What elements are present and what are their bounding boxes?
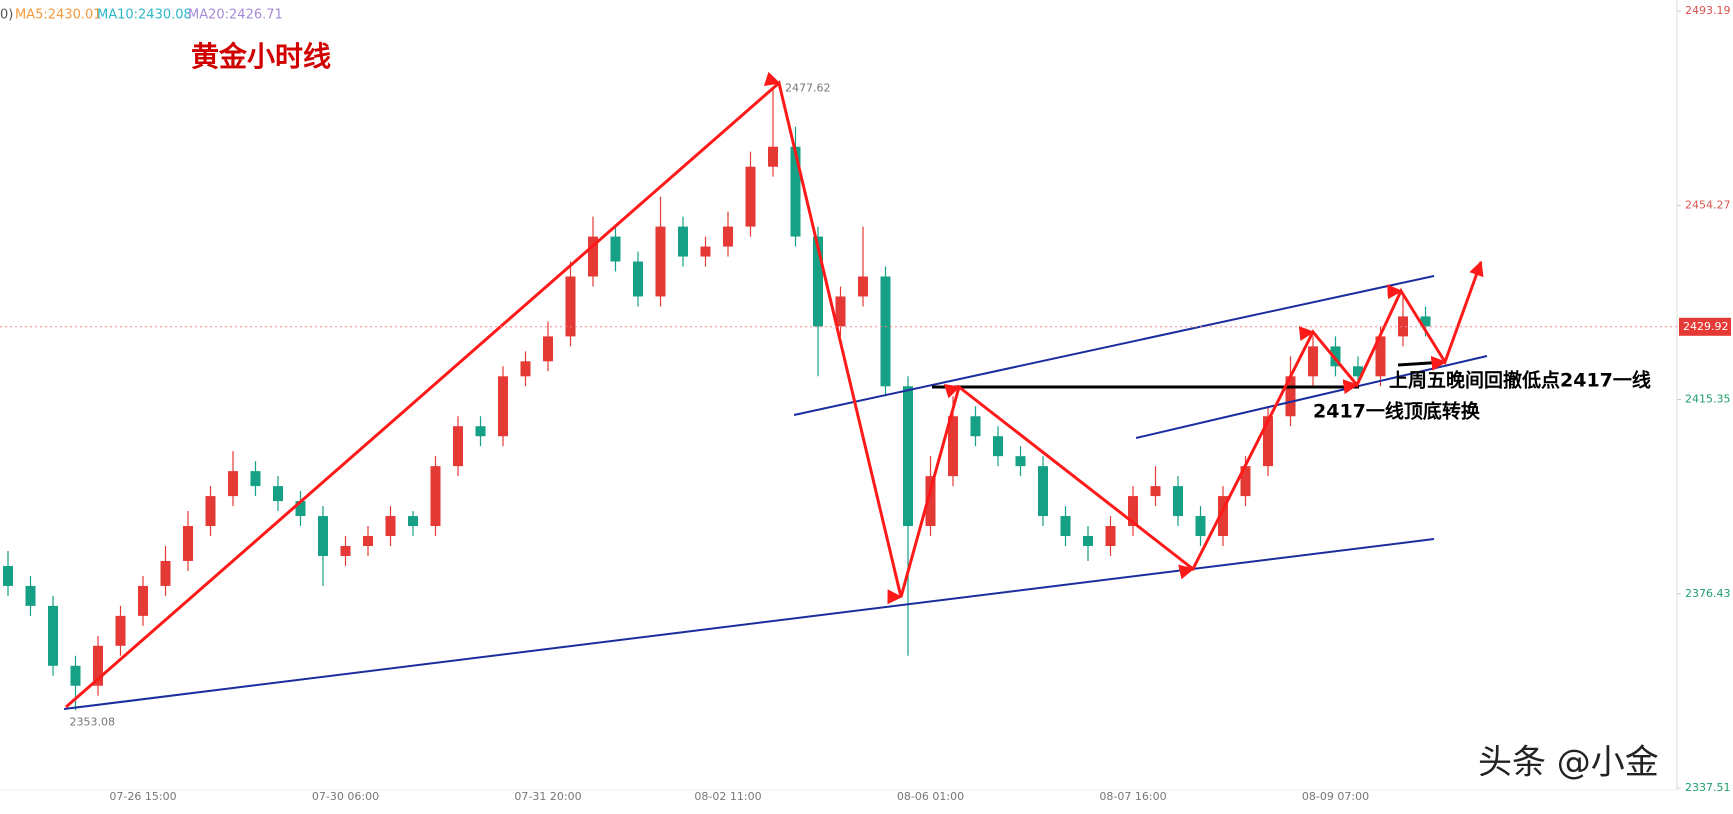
candle-body (250, 471, 261, 487)
y-tick-label: 2376.43 (1685, 587, 1731, 600)
x-tick-label: 07-31 20:00 (514, 790, 581, 803)
x-tick-label: 08-06 01:00 (897, 790, 964, 803)
candle-body (1173, 486, 1183, 517)
candle-body (93, 645, 103, 686)
ma-legend: MA5:2430.01 (15, 8, 102, 23)
y-tick-label: 2454.27 (1685, 198, 1731, 211)
y-tick-label: 2415.35 (1685, 393, 1731, 406)
candle-body (70, 665, 81, 686)
annotation: 上周五晚间回撤低点2417一线 (1389, 369, 1651, 392)
candle-body (520, 361, 531, 377)
candle-body (1308, 346, 1318, 377)
candle-body (1195, 516, 1206, 537)
candle-body (183, 526, 193, 561)
candle-body (25, 585, 36, 606)
candle-body (1015, 456, 1026, 467)
candle-body (993, 436, 1003, 457)
candle-body (295, 501, 306, 517)
ma-legend: MA20:2426.71 (188, 8, 283, 23)
wave-path (65, 71, 1484, 709)
candle-body (48, 605, 58, 666)
candle-body (408, 516, 418, 527)
x-tick-label: 07-30 06:00 (312, 790, 379, 803)
last-price-box (1679, 317, 1731, 336)
candle-body (588, 236, 598, 277)
candle-body (565, 276, 576, 337)
x-tick-label: 08-02 11:00 (694, 790, 761, 803)
candle-body (318, 516, 328, 556)
candle-body (160, 560, 171, 586)
candle-body (3, 565, 13, 586)
candle-body (498, 376, 508, 437)
candle-body (970, 416, 981, 437)
candle-body (903, 386, 913, 527)
candle-body (385, 516, 396, 537)
candle-body (745, 166, 756, 227)
candle-body (610, 236, 621, 262)
candle-body (115, 615, 126, 646)
candle-body (475, 426, 486, 437)
candle-body (723, 226, 733, 247)
candle-body (1060, 516, 1071, 537)
candle-body (1105, 526, 1116, 546)
x-tick-label: 08-07 16:00 (1099, 790, 1166, 803)
chart-title: 黄金小时线 (191, 40, 331, 73)
high-label: 2477.62 (785, 82, 831, 95)
candle-body (228, 471, 238, 497)
candle-body (655, 226, 666, 297)
candle-body (678, 226, 688, 257)
candle-body (633, 261, 643, 297)
candles (3, 88, 1431, 711)
candle-body (790, 146, 801, 237)
candle-body (880, 276, 891, 387)
y-tick-label: 2337.51 (1685, 781, 1731, 794)
candle-body (138, 585, 148, 616)
support-line (1397, 360, 1446, 367)
x-tick-label: 08-09 07:00 (1302, 790, 1369, 803)
candle-body (1038, 466, 1048, 517)
channel-line (63, 538, 1435, 710)
candle-body (340, 545, 351, 556)
annotation: 2417一线顶底转换 (1313, 400, 1481, 423)
candle-body (858, 276, 868, 297)
candle-body (453, 426, 463, 467)
x-tick-label: 07-26 15:00 (109, 790, 176, 803)
candle-body (768, 146, 778, 167)
candle-body (700, 246, 711, 257)
legend-prefix: 0) (0, 8, 13, 23)
candle-body (205, 496, 216, 527)
candle-body (363, 536, 373, 546)
y-tick-label: 2493.19 (1685, 4, 1731, 17)
watermark: 头条 @小金 (1478, 743, 1659, 783)
candle-body (543, 336, 553, 362)
candle-body (273, 486, 283, 502)
low-label: 2353.08 (70, 715, 116, 728)
ma-legend: MA10:2430.08 (97, 8, 192, 23)
candle-body (1150, 486, 1161, 497)
candle-body (1083, 536, 1093, 546)
last-price-label: 2429.92 (1683, 320, 1729, 333)
candle-body (430, 466, 441, 527)
